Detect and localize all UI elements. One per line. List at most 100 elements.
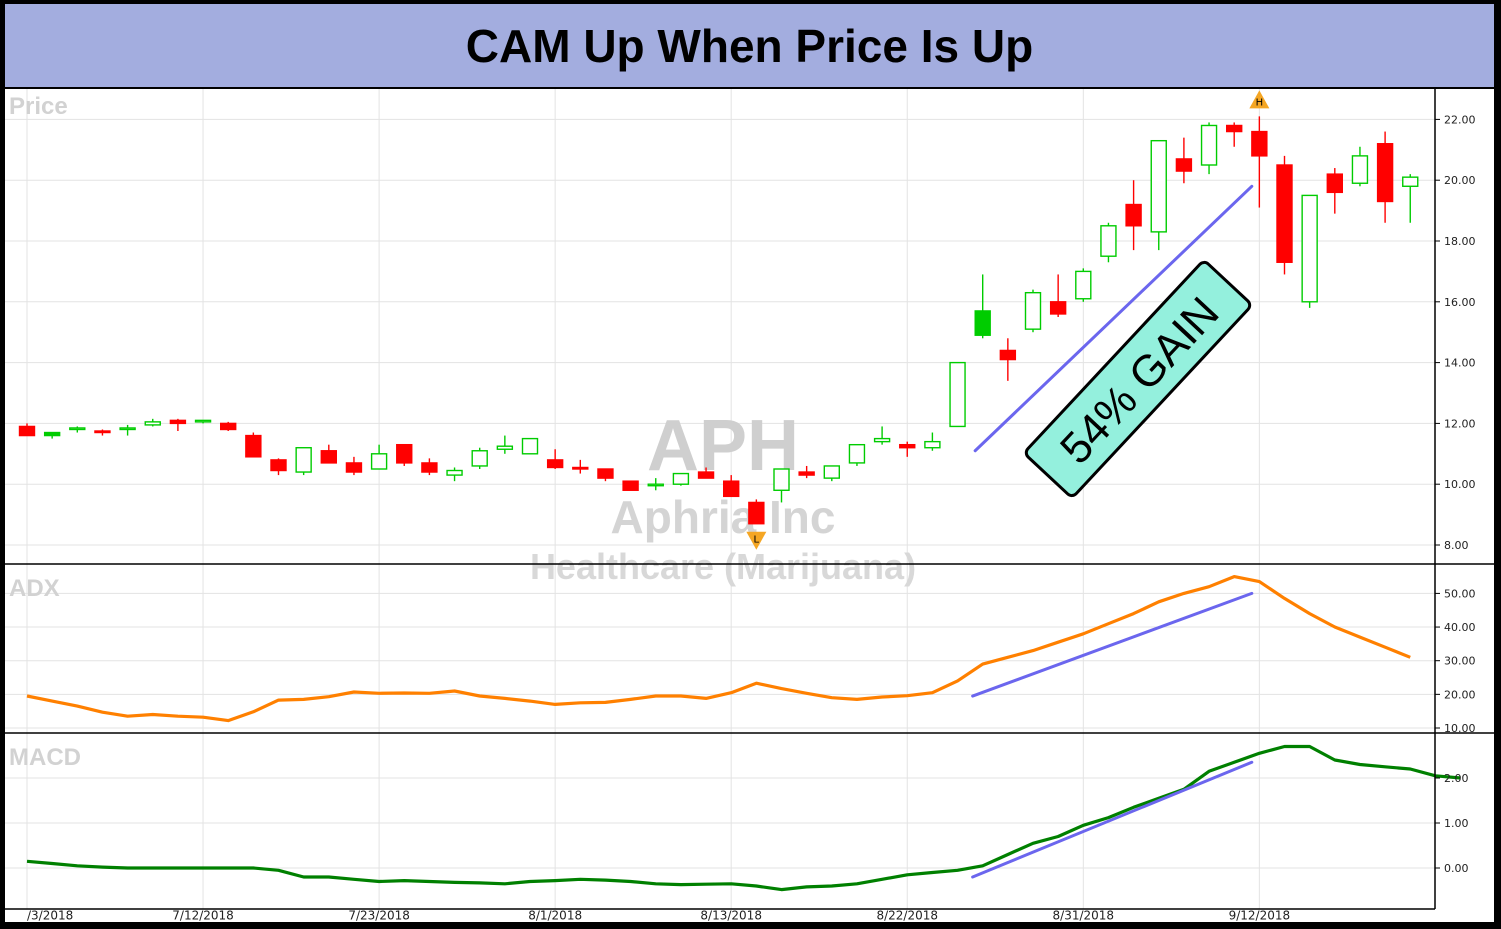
candle (647, 478, 664, 491)
candle-body (546, 459, 564, 469)
marker-label: L (754, 535, 760, 546)
candle-body (219, 422, 237, 431)
candle (798, 465, 815, 479)
adx-line (26, 575, 1411, 723)
candle (1376, 131, 1394, 223)
y-tick-label: 0.00 (1444, 862, 1469, 875)
candle (1125, 180, 1142, 251)
candle (873, 426, 891, 445)
candle-body (1150, 139, 1167, 233)
candle (295, 447, 312, 476)
y-tick-label: 14.00 (1444, 357, 1476, 370)
candle (622, 480, 639, 491)
candle (748, 499, 765, 525)
candle (823, 465, 840, 482)
candle-body (974, 310, 991, 336)
candle (723, 475, 740, 498)
candle (1049, 274, 1067, 317)
candle (245, 432, 262, 458)
x-tick-label: 8/13/2018 (700, 909, 762, 923)
candle-body (572, 466, 589, 470)
candle (1150, 139, 1167, 251)
candle (1225, 122, 1243, 147)
candle (1175, 137, 1193, 184)
watermark-company: Aphria Inc (611, 491, 836, 543)
candle-body (622, 480, 639, 491)
candle (999, 338, 1017, 381)
candle (169, 418, 187, 431)
candle-body (1125, 203, 1142, 227)
candle-body (194, 419, 212, 423)
candle (697, 467, 715, 479)
candle-body (446, 469, 463, 476)
candle-body (320, 450, 337, 464)
candle-body (1100, 225, 1117, 257)
candle (1075, 268, 1092, 302)
candle-body (521, 437, 539, 455)
candle-body (144, 421, 161, 426)
candle-body (823, 465, 840, 479)
candle-body (94, 430, 111, 434)
candle-body (1301, 194, 1318, 303)
y-tick-label: 20.00 (1444, 688, 1476, 701)
candle-body (471, 450, 488, 467)
candle (471, 447, 488, 469)
candle (345, 456, 363, 476)
y-tick-label: 30.00 (1444, 655, 1476, 668)
candle-body (1175, 158, 1193, 172)
candle (194, 419, 212, 424)
candle (1100, 222, 1117, 263)
candle (848, 443, 866, 466)
candle (144, 418, 161, 427)
chart-area: APH Aphria Inc Healthcare (Marijuana) LH… (5, 89, 1494, 922)
x-tick-label: 8/31/2018 (1053, 909, 1115, 923)
candle (672, 472, 690, 486)
x-tick-label: /3/2018 (27, 909, 73, 923)
candle (370, 444, 388, 470)
trendline (973, 184, 1254, 453)
chart-header: CAM Up When Price Is Up (5, 4, 1494, 87)
candle-body (18, 425, 36, 437)
chart-title: CAM Up When Price Is Up (465, 19, 1034, 72)
candle-body (1225, 124, 1243, 133)
candle (974, 274, 991, 339)
candle (546, 449, 564, 469)
candle (320, 444, 337, 464)
marker-label: H (1256, 97, 1264, 108)
candle (119, 424, 136, 436)
candle-body (924, 440, 941, 449)
candle-body (1402, 176, 1419, 187)
candle-body (43, 431, 61, 437)
candle-body (169, 419, 187, 425)
y-tick-label: 22.00 (1444, 113, 1476, 126)
watermark-sector: Healthcare (Marijuana) (530, 546, 916, 587)
y-tick-label: 10.00 (1444, 478, 1476, 491)
candle-body (1200, 124, 1218, 166)
candle (94, 429, 111, 436)
candle (1351, 146, 1369, 187)
x-tick-label: 7/12/2018 (172, 909, 234, 923)
candle-body (270, 459, 287, 472)
candle (396, 443, 413, 466)
candle-body (421, 462, 438, 473)
candle-body (1326, 173, 1344, 194)
candle (949, 361, 966, 428)
y-tick-label: 50.00 (1444, 587, 1476, 600)
candle (1276, 155, 1293, 275)
candle-body (119, 427, 136, 431)
candle-body (69, 427, 86, 431)
candle-body (647, 483, 664, 487)
gain-callout-box (1024, 260, 1252, 498)
candle-body (1049, 301, 1067, 315)
y-tick-label: 10.00 (1444, 722, 1476, 735)
candle (69, 426, 86, 433)
trendline (971, 760, 1254, 879)
y-tick-label: 18.00 (1444, 235, 1476, 248)
candle (899, 441, 916, 457)
candle-body (245, 434, 262, 458)
candle-body (597, 468, 614, 479)
candle-body (672, 472, 690, 485)
x-tick-label: 8/1/2018 (528, 909, 582, 923)
candle (773, 468, 790, 503)
candle-body (949, 361, 966, 428)
